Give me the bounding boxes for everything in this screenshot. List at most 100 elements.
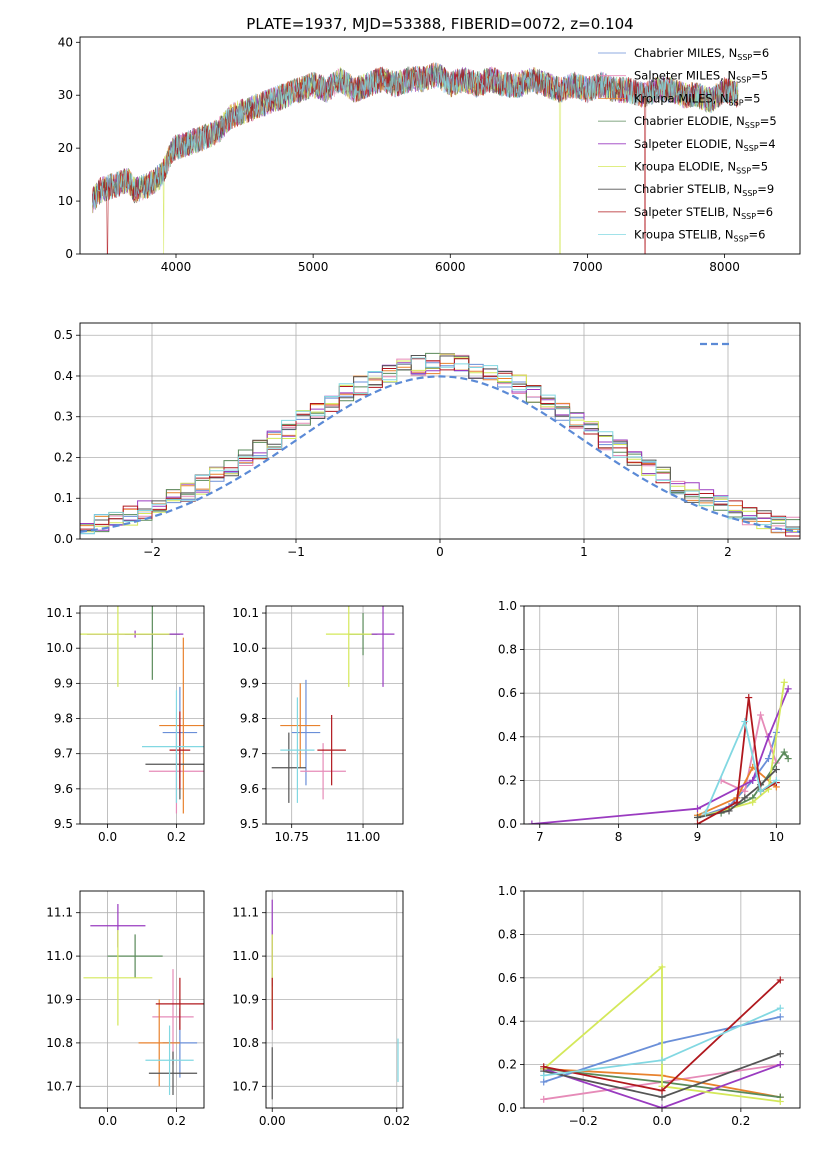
y-tick-label: 9.9 <box>240 676 259 690</box>
y-tick-label: 10.7 <box>232 1079 259 1093</box>
x-tick-label: 8 <box>615 830 623 844</box>
spectrum-line <box>92 63 739 210</box>
y-tick-label: 9.6 <box>54 782 73 796</box>
legend-count: 4 <box>768 137 775 151</box>
legend-eq: = <box>749 228 759 242</box>
x-tick-label: 0 <box>436 545 444 559</box>
errorbars-age_vs_Z <box>80 606 204 814</box>
legend-entry: Chabrier STELIB, NSSP=9 <box>634 182 774 198</box>
legend-eq: = <box>752 46 762 60</box>
y-tick-label: 10.1 <box>232 606 259 620</box>
y-tick-label: 0.6 <box>498 971 517 985</box>
legend-subscript: SSP <box>736 76 751 85</box>
y-tick-label: 0.0 <box>498 817 517 831</box>
legend-count: 6 <box>762 46 769 60</box>
lines-weight_vs_Z <box>540 963 784 1108</box>
x-tick-label: 0.2 <box>731 1114 750 1128</box>
legend-entry: Kroupa ELODIE, NSSP=5 <box>634 160 768 176</box>
legend-eq: = <box>759 137 769 151</box>
x-tick-label: −2 <box>143 545 161 559</box>
y-tick-label: 0.2 <box>54 450 73 464</box>
legend-eq: = <box>744 91 754 105</box>
legend-subscript: SSP <box>744 144 759 153</box>
errorbars-mass_vs_EBV <box>271 899 399 1100</box>
legend-entry: Chabrier ELODIE, NSSP=5 <box>634 114 777 130</box>
x-tick-label: 4000 <box>161 260 192 274</box>
axes-frame <box>265 605 404 825</box>
y-tick-label: 1.0 <box>498 599 517 613</box>
legend-count: 5 <box>769 114 776 128</box>
y-tick-label: 10.9 <box>46 993 73 1007</box>
x-tick-label: 1 <box>580 545 588 559</box>
legend-subscript: SSP <box>736 167 751 176</box>
y-tick-label: 10.0 <box>232 641 259 655</box>
weight-line <box>697 765 777 817</box>
y-tick-label: 11.1 <box>46 906 73 920</box>
x-tick-label: 0.2 <box>167 1114 186 1128</box>
y-tick-label: 0.2 <box>498 773 517 787</box>
y-tick-label: 11.1 <box>232 906 259 920</box>
y-tick-label: 20 <box>58 141 73 155</box>
x-tick-label: −1 <box>287 545 305 559</box>
y-tick-label: 10.0 <box>46 641 73 655</box>
y-tick-label: 10.8 <box>232 1036 259 1050</box>
legend-count: 5 <box>753 91 760 105</box>
legend-label: Chabrier STELIB, N <box>634 182 742 196</box>
x-tick-label: 7000 <box>572 260 603 274</box>
legend-entry: Salpeter MILES, NSSP=5 <box>634 69 768 85</box>
axes-frame <box>79 322 801 540</box>
y-tick-label: 9.7 <box>54 747 73 761</box>
legend-subscript: SSP <box>729 98 744 107</box>
axes-frame <box>523 605 801 825</box>
histogram-series <box>80 357 800 535</box>
y-tick-label: 9.7 <box>240 747 259 761</box>
y-tick-label: 0 <box>65 247 73 261</box>
legend-label: Kroupa MILES, N <box>634 91 729 105</box>
x-tick-label: 0.00 <box>259 1114 286 1128</box>
legend-label: Chabrier ELODIE, N <box>634 114 745 128</box>
legend-eq: = <box>751 69 761 83</box>
legend-label: Kroupa ELODIE, N <box>634 160 736 174</box>
x-tick-label: 6000 <box>435 260 466 274</box>
legend-count: 5 <box>761 69 768 83</box>
y-tick-label: 10.1 <box>46 606 73 620</box>
y-tick-label: 9.9 <box>54 676 73 690</box>
y-tick-label: 10.7 <box>46 1079 73 1093</box>
weight-line <box>543 965 781 1103</box>
y-tick-label: 30 <box>58 88 73 102</box>
legend-count: 6 <box>758 228 765 242</box>
legend-eq: = <box>760 114 770 128</box>
legend-eq: = <box>757 182 767 196</box>
x-tick-label: 8000 <box>709 260 740 274</box>
x-tick-label: 9 <box>694 830 702 844</box>
y-tick-label: 11.0 <box>232 949 259 963</box>
y-tick-label: 1.0 <box>498 884 517 898</box>
legend-eq: = <box>751 160 761 174</box>
x-tick-label: 0.02 <box>383 1114 410 1128</box>
x-tick-label: 11.00 <box>346 830 380 844</box>
y-tick-label: 0.6 <box>498 686 517 700</box>
y-tick-label: 9.5 <box>240 817 259 831</box>
weight-line <box>704 718 777 814</box>
y-tick-label: 0.4 <box>498 730 517 744</box>
y-tick-label: 10.8 <box>46 1036 73 1050</box>
y-tick-label: 9.8 <box>54 712 73 726</box>
axes-frame <box>79 605 205 825</box>
y-tick-label: 40 <box>58 35 73 49</box>
weight-line <box>543 1063 781 1108</box>
y-tick-label: 0.8 <box>498 927 517 941</box>
legend-label: Chabrier MILES, N <box>634 46 737 60</box>
y-tick-label: 0.4 <box>54 369 73 383</box>
x-tick-label: 0.0 <box>98 830 117 844</box>
y-tick-label: 0.5 <box>54 328 73 342</box>
x-tick-label: 7 <box>536 830 544 844</box>
axes-frame <box>265 890 404 1109</box>
figure-title: PLATE=1937, MJD=53388, FIBERID=0072, z=0… <box>246 15 633 33</box>
legend-subscript: SSP <box>742 189 757 198</box>
legend-label: Salpeter MILES, N <box>634 69 736 83</box>
legend-entry: Chabrier MILES, NSSP=6 <box>634 46 769 62</box>
legend-subscript: SSP <box>745 121 760 130</box>
y-tick-label: 9.8 <box>240 712 259 726</box>
legend-subscript: SSP <box>741 212 756 221</box>
legend-entry: Kroupa MILES, NSSP=5 <box>634 91 761 107</box>
